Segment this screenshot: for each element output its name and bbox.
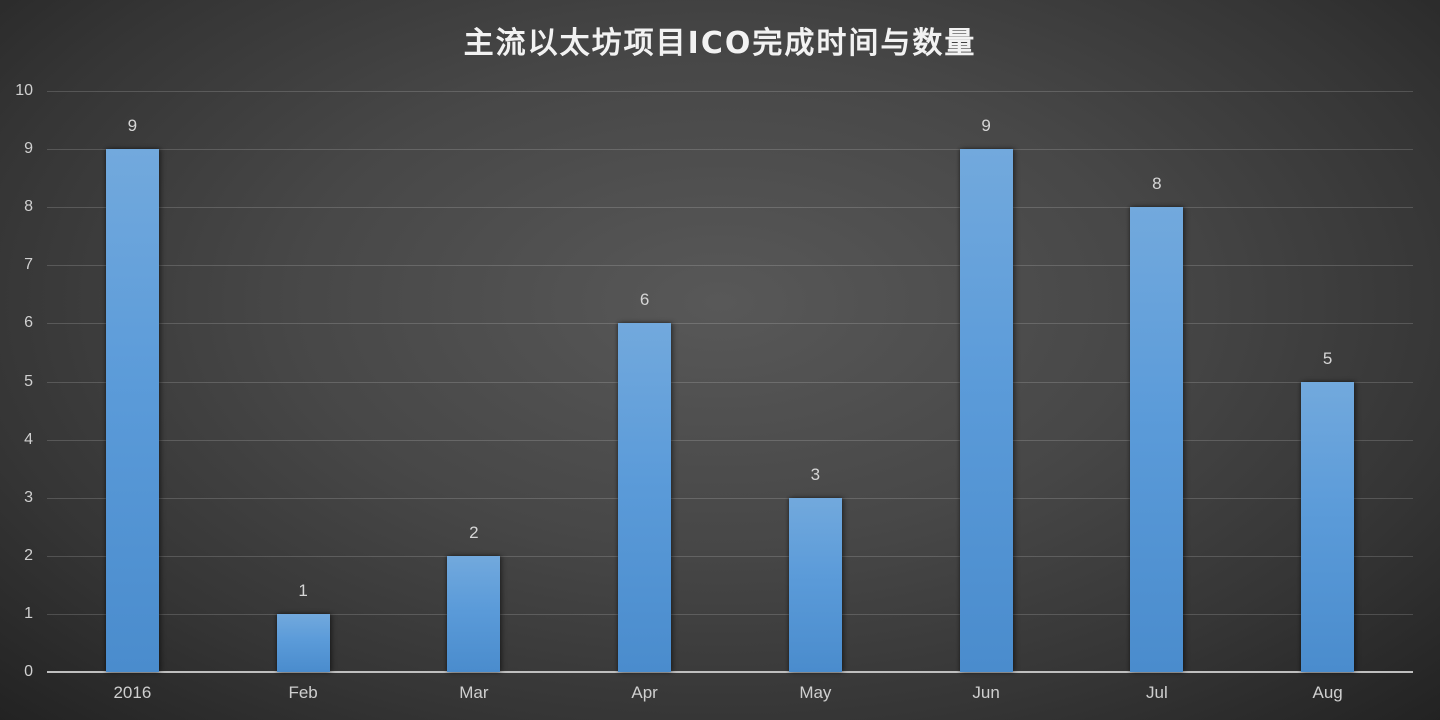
- bar-aug[interactable]: [1301, 381, 1355, 672]
- y-tick-label: 10: [15, 82, 33, 99]
- x-tick-label: Apr: [631, 683, 658, 702]
- x-tick-label: 2016: [113, 683, 152, 702]
- gridline: [47, 207, 1413, 209]
- data-label: 1: [298, 580, 308, 600]
- y-tick-label: 9: [24, 140, 33, 158]
- gridline: [47, 613, 1413, 615]
- x-tick-label: Jul: [1146, 683, 1168, 702]
- data-label: 9: [981, 116, 991, 136]
- y-tick-label: 3: [24, 488, 33, 506]
- bar-jun[interactable]: [959, 149, 1013, 672]
- gridline: [47, 381, 1413, 383]
- y-tick-label: 1: [24, 604, 33, 622]
- bar-jul[interactable]: [1130, 207, 1184, 672]
- data-label: 3: [810, 464, 821, 484]
- data-label: 6: [639, 290, 650, 310]
- x-tick-label: Aug: [1312, 683, 1343, 702]
- x-tick-label: May: [799, 683, 832, 702]
- x-tick-label: Jun: [972, 683, 1000, 702]
- data-label: 5: [1322, 348, 1333, 368]
- data-label: 9: [127, 116, 138, 136]
- y-tick-label: 7: [24, 256, 33, 274]
- gridline: [47, 91, 1413, 92]
- bar-2016[interactable]: [105, 149, 159, 672]
- y-tick-label: 5: [24, 372, 33, 390]
- data-label: 8: [1152, 174, 1162, 194]
- y-tick-label: 4: [24, 430, 33, 448]
- y-tick-label: 2: [24, 546, 33, 564]
- bar-apr[interactable]: [618, 323, 672, 672]
- gridline: [47, 265, 1413, 267]
- chart-title: 主流以太坊项目ICO完成时间与数量: [463, 26, 977, 61]
- x-axis-baseline: [47, 671, 1413, 673]
- gridline: [47, 497, 1413, 499]
- x-tick-label: Feb: [288, 683, 318, 702]
- y-tick-label: 6: [24, 314, 33, 332]
- data-label: 2: [469, 522, 479, 542]
- y-tick-label: 0: [24, 663, 33, 680]
- x-tick-label: Mar: [459, 683, 489, 702]
- gridline: [47, 555, 1413, 557]
- y-tick-label: 8: [24, 198, 33, 216]
- bar-feb[interactable]: [276, 613, 330, 672]
- gridline: [47, 439, 1413, 441]
- gridline: [47, 149, 1413, 151]
- bar-mar[interactable]: [447, 555, 501, 672]
- gridline: [47, 323, 1413, 325]
- bar-may[interactable]: [788, 497, 842, 672]
